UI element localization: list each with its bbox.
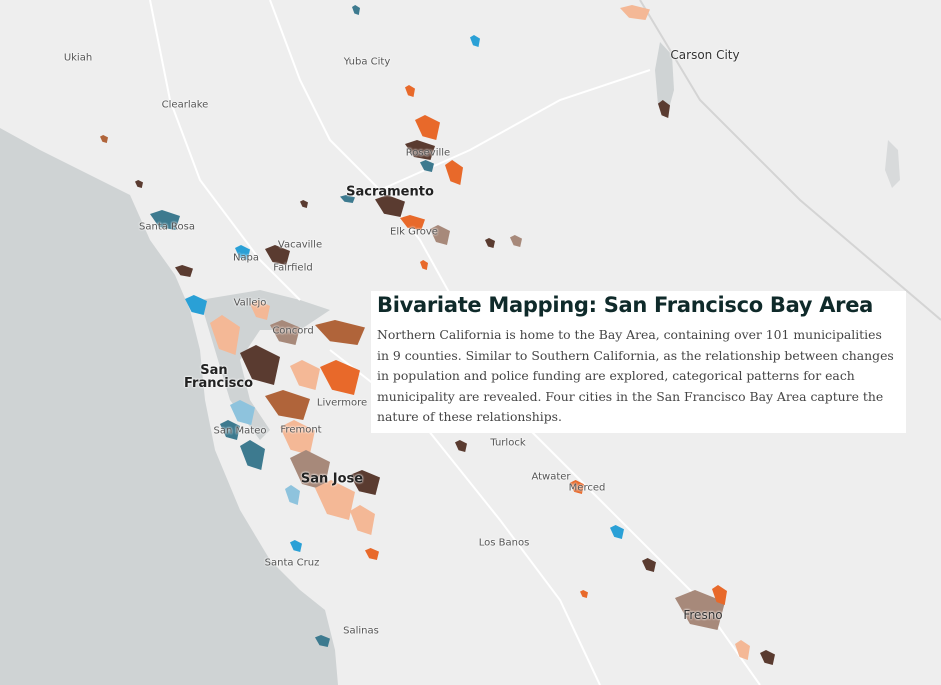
municipality	[405, 85, 415, 97]
municipality	[150, 210, 180, 230]
municipality	[420, 260, 428, 270]
place-label: San Mateo	[213, 425, 267, 437]
place-label: Fairfield	[273, 262, 313, 274]
municipality	[100, 135, 108, 143]
municipality	[315, 480, 355, 520]
place-label: Fremont	[280, 424, 322, 436]
lake	[655, 42, 674, 112]
municipality	[510, 235, 522, 247]
municipality	[405, 140, 435, 160]
municipality	[270, 320, 300, 345]
municipality	[300, 200, 308, 208]
municipality	[470, 35, 480, 47]
municipality	[760, 650, 775, 665]
place-label: Santa Cruz	[264, 557, 320, 569]
municipality	[415, 115, 440, 140]
municipality	[610, 525, 624, 539]
card-body: Northern California is home to the Bay A…	[377, 327, 894, 424]
municipality	[265, 245, 290, 265]
municipality	[280, 420, 315, 455]
info-card: Bivariate Mapping: San Francisco Bay Are…	[371, 291, 906, 433]
municipality	[340, 195, 355, 203]
municipality	[712, 585, 727, 605]
municipality	[445, 160, 463, 185]
municipality	[220, 420, 240, 440]
place-label: San Jose	[300, 471, 364, 487]
municipality	[375, 195, 405, 217]
municipality	[365, 548, 379, 560]
place-label: Ukiah	[63, 52, 93, 64]
municipality	[580, 590, 588, 598]
municipality	[642, 558, 656, 572]
municipality	[420, 160, 434, 172]
municipality	[240, 440, 265, 470]
place-label: Livermore	[316, 397, 368, 409]
municipality	[240, 345, 280, 385]
municipality	[185, 295, 207, 315]
place-label: Atwater	[531, 471, 571, 483]
municipality	[320, 360, 360, 395]
place-label: Los Banos	[478, 537, 530, 549]
municipality	[230, 400, 255, 425]
municipality	[290, 540, 302, 552]
municipality	[352, 5, 360, 15]
place-label: Vacaville	[277, 239, 323, 251]
place-label: Merced	[568, 482, 606, 494]
municipality	[315, 635, 330, 647]
municipality	[350, 505, 375, 535]
municipality	[265, 390, 310, 420]
municipality	[620, 5, 650, 20]
municipality	[250, 300, 270, 320]
place-label: Turlock	[490, 437, 526, 449]
municipality	[210, 315, 240, 355]
municipality	[290, 360, 320, 390]
municipality	[570, 480, 584, 494]
municipality	[400, 215, 425, 230]
municipality	[175, 265, 193, 277]
place-label: Yuba City	[343, 56, 391, 68]
place-label: Elk Grove	[390, 226, 438, 238]
municipality	[455, 440, 467, 452]
place-label: Roseville	[405, 147, 451, 159]
place-label: Concord	[272, 325, 314, 337]
card-title: Bivariate Mapping: San Francisco Bay Are…	[377, 293, 874, 317]
municipality	[235, 245, 250, 260]
municipality	[675, 590, 725, 630]
municipality	[485, 238, 495, 248]
municipality	[285, 485, 300, 505]
municipality	[735, 640, 750, 660]
place-label: Carson City	[670, 48, 740, 62]
place-label: Clearlake	[161, 99, 209, 111]
municipality	[290, 450, 330, 490]
municipality	[315, 320, 365, 345]
place-label: Salinas	[343, 625, 379, 637]
municipality	[135, 180, 143, 188]
ocean	[0, 128, 338, 685]
place-label: Fresno	[683, 608, 723, 622]
place-label: Napa	[232, 252, 260, 264]
municipality	[430, 225, 450, 245]
place-label: Sacramento	[346, 184, 434, 200]
lake	[885, 140, 900, 188]
municipality	[658, 100, 670, 118]
municipalities	[100, 5, 775, 665]
place-label: Vallejo	[233, 297, 267, 309]
place-label: Santa Rosa	[139, 221, 195, 233]
municipality	[350, 470, 380, 495]
place-label: San Francisco	[184, 363, 254, 391]
